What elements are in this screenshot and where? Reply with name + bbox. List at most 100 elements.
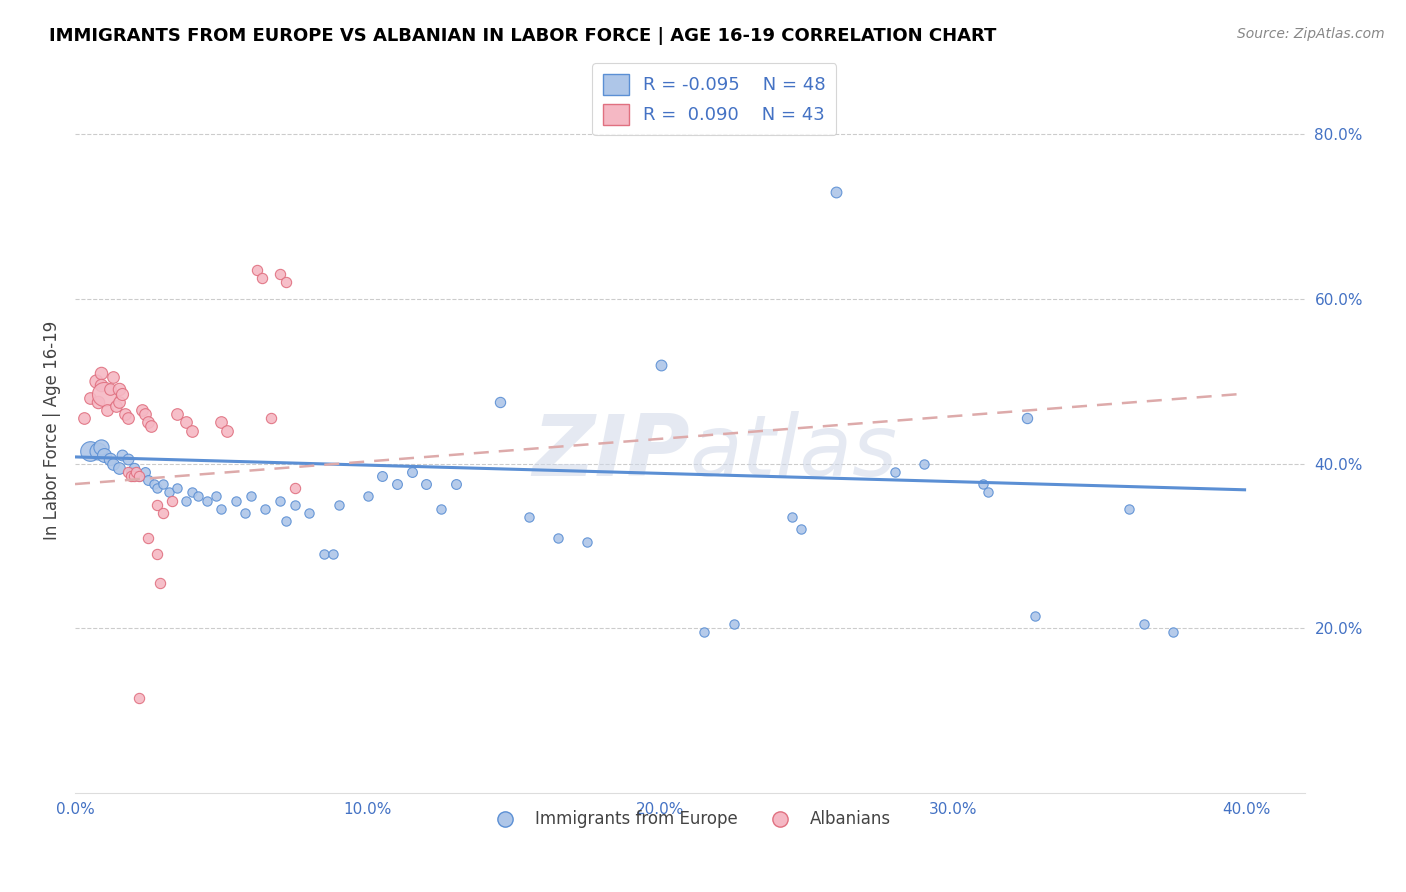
Point [1118, 501, 1140, 516]
Point [576, 534, 599, 549]
Point [90, 378, 112, 392]
Point [181, 424, 204, 438]
Point [1161, 625, 1184, 640]
Point [146, 498, 169, 512]
Point [284, 498, 307, 512]
Text: ZIP: ZIP [533, 411, 690, 494]
Point [284, 481, 307, 495]
Point [117, 452, 139, 467]
Point [139, 419, 162, 434]
Text: Source: ZipAtlas.com: Source: ZipAtlas.com [1237, 27, 1385, 41]
Point [181, 485, 204, 500]
Point [122, 468, 145, 483]
Point [488, 394, 510, 409]
Point [972, 477, 994, 491]
Point [517, 510, 540, 524]
Point [693, 625, 716, 640]
Point [87, 394, 110, 409]
Point [98, 383, 121, 397]
Point [977, 485, 1000, 500]
Point [328, 498, 350, 512]
Point [245, 263, 267, 277]
Text: atlas: atlas [690, 411, 898, 494]
Point [274, 276, 297, 290]
Point [160, 493, 183, 508]
Point [134, 407, 156, 421]
Point [136, 531, 159, 545]
Text: IMMIGRANTS FROM EUROPE VS ALBANIAN IN LABOR FORCE | AGE 16-19 CORRELATION CHART: IMMIGRANTS FROM EUROPE VS ALBANIAN IN LA… [49, 27, 997, 45]
Point [128, 468, 150, 483]
Point [401, 465, 423, 479]
Point [174, 493, 197, 508]
Point [239, 490, 262, 504]
Point [166, 407, 188, 421]
Point [152, 477, 174, 491]
Point [1024, 608, 1046, 623]
Point [195, 493, 218, 508]
Point [131, 403, 153, 417]
Point [274, 514, 297, 528]
Point [1132, 617, 1154, 632]
Point [146, 547, 169, 561]
Point [96, 403, 118, 417]
Point [108, 394, 131, 409]
Point [84, 374, 107, 388]
Y-axis label: In Labor Force | Age 16-19: In Labor Force | Age 16-19 [44, 321, 60, 541]
Point [111, 386, 134, 401]
Point [204, 490, 226, 504]
Point [444, 477, 467, 491]
Point [157, 485, 180, 500]
Point [134, 465, 156, 479]
Point [233, 506, 256, 520]
Point [87, 444, 110, 458]
Point [90, 440, 112, 454]
Point [143, 477, 166, 491]
Point [825, 185, 848, 199]
Point [650, 358, 672, 372]
Point [101, 457, 124, 471]
Point [312, 547, 335, 561]
Point [122, 460, 145, 475]
Point [269, 267, 291, 281]
Point [790, 522, 813, 536]
Point [260, 411, 283, 425]
Point [136, 415, 159, 429]
Point [128, 691, 150, 706]
Point [120, 465, 142, 479]
Point [93, 386, 115, 401]
Point [415, 477, 437, 491]
Point [782, 510, 804, 524]
Point [146, 481, 169, 495]
Point [385, 477, 408, 491]
Point [136, 473, 159, 487]
Point [79, 391, 101, 405]
Point [225, 493, 247, 508]
Point [79, 444, 101, 458]
Point [108, 383, 131, 397]
Point [209, 501, 232, 516]
Point [166, 481, 188, 495]
Point [111, 448, 134, 462]
Point [269, 493, 291, 508]
Point [128, 468, 150, 483]
Point [93, 448, 115, 462]
Point [149, 575, 172, 590]
Point [152, 506, 174, 520]
Point [217, 424, 239, 438]
Point [723, 617, 745, 632]
Point [117, 411, 139, 425]
Point [125, 465, 148, 479]
Point [187, 490, 209, 504]
Point [883, 465, 905, 479]
Point [114, 407, 136, 421]
Point [357, 490, 380, 504]
Point [322, 547, 344, 561]
Point [298, 506, 321, 520]
Point [73, 411, 96, 425]
Point [105, 399, 128, 413]
Point [90, 366, 112, 380]
Point [252, 271, 274, 285]
Point [101, 370, 124, 384]
Point [912, 457, 935, 471]
Point [117, 465, 139, 479]
